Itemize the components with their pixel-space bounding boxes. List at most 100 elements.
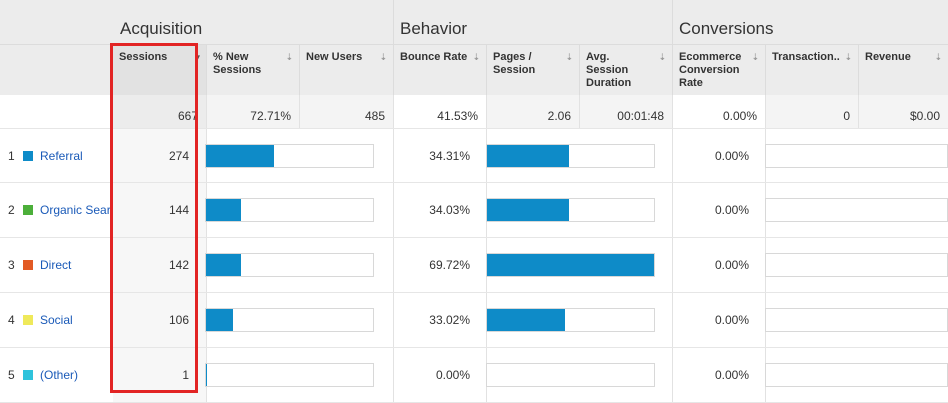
revenue-column-header[interactable]: Revenue ⇣: [858, 45, 948, 95]
total-new-users: 485: [299, 95, 393, 128]
new-users-header-label: New Users: [306, 51, 363, 63]
pages-per-session-bar-fill: [487, 308, 566, 331]
channel-link[interactable]: Organic Search: [40, 202, 111, 217]
new-sessions-bar-fill: [206, 363, 207, 386]
sessions-value: 1: [182, 367, 189, 382]
pages-per-session-bar: [486, 252, 655, 277]
pages-per-session-bar: [486, 362, 655, 387]
column-divider: [393, 128, 394, 403]
acquisition-group-header: Acquisition: [113, 0, 393, 45]
sort-arrow-icon: ⇣: [751, 52, 759, 62]
ecommerce-conversion-rate-column-header[interactable]: Ecommerce Conversion Rate ⇣: [672, 45, 765, 95]
sort-arrow-icon: ⇣: [472, 52, 480, 62]
row-divider: [0, 292, 948, 293]
dimension-header: [0, 45, 113, 95]
row-divider: [0, 237, 948, 238]
total-pages-per-session: 2.06: [486, 95, 579, 128]
conversion-rate-value: 0.00%: [714, 257, 749, 272]
sessions-column-highlight: [110, 43, 198, 393]
channel-color-swatch: [23, 204, 33, 215]
pages-per-session-bar-fill: [487, 253, 654, 276]
sort-arrow-icon: ⇣: [844, 52, 852, 62]
pages-per-session-bar: [486, 143, 655, 168]
total-transactions: 0: [765, 95, 858, 128]
new-sessions-bar-fill: [206, 308, 233, 331]
new-sessions-bar: [205, 197, 374, 222]
bounce-rate-value: 34.31%: [429, 148, 470, 163]
sort-arrow-icon: ⇣: [565, 52, 573, 62]
transactions-bar: [765, 252, 948, 277]
sessions-value: 142: [168, 257, 189, 272]
channel-color-swatch: [23, 369, 33, 380]
behavior-group-title: Behavior: [400, 19, 468, 38]
total-revenue: $0.00: [858, 95, 948, 128]
row-index: 4: [8, 312, 15, 327]
bounce-rate-column-header[interactable]: Bounce Rate ⇣: [393, 45, 486, 95]
bounce-rate-value: 34.03%: [429, 202, 470, 217]
conversion-rate-value: 0.00%: [714, 148, 749, 163]
pages-per-session-bar: [486, 307, 655, 332]
pages-per-session-bar-fill: [487, 198, 569, 221]
row-index: 1: [8, 148, 15, 163]
pages-per-session-column-header[interactable]: Pages / Session ⇣: [486, 45, 579, 95]
conversion-rate-value: 0.00%: [714, 312, 749, 327]
total-sessions: 667: [113, 95, 206, 128]
bounce-rate-value: 33.02%: [429, 312, 470, 327]
pct-new-sessions-header-label: % New Sessions: [213, 51, 262, 76]
sort-arrow-icon: ⇣: [934, 52, 942, 62]
bounce-rate-header-label: Bounce Rate: [400, 51, 468, 63]
transactions-bar: [765, 362, 948, 387]
sessions-value: 106: [168, 312, 189, 327]
transactions-bar: [765, 197, 948, 222]
sort-arrow-icon: ⇣: [658, 52, 666, 62]
channel-link[interactable]: (Other): [40, 367, 79, 382]
pages-per-session-bar-fill: [487, 144, 569, 167]
sort-arrow-icon: ⇣: [379, 52, 387, 62]
conversions-group-header: Conversions: [672, 0, 948, 45]
header-spacer: [0, 0, 113, 45]
revenue-header-label: Revenue: [865, 51, 911, 63]
row-index: 3: [8, 257, 15, 272]
new-users-column-header[interactable]: New Users ⇣: [299, 45, 393, 95]
transactions-column-header[interactable]: Transaction.. ⇣: [765, 45, 858, 95]
sessions-value: 274: [168, 148, 189, 163]
pct-new-sessions-column-header[interactable]: % New Sessions ⇣: [206, 45, 299, 95]
acquisition-group-title: Acquisition: [120, 19, 203, 38]
pages-per-session-bar: [486, 197, 655, 222]
avg-session-duration-column-header[interactable]: Avg. Session Duration ⇣: [579, 45, 672, 95]
behavior-group-header: Behavior: [393, 0, 672, 45]
conversion-rate-value: 0.00%: [714, 367, 749, 382]
ecommerce-conversion-rate-header-label: Ecommerce Conversion Rate: [679, 51, 742, 89]
channel-link[interactable]: Direct: [40, 257, 72, 272]
bounce-rate-value: 0.00%: [435, 367, 470, 382]
new-sessions-bar: [205, 252, 374, 277]
conversions-group-title: Conversions: [679, 19, 774, 38]
new-sessions-bar-fill: [206, 198, 242, 221]
sessions-header-label: Sessions: [119, 51, 168, 63]
channel-link[interactable]: Referral: [40, 148, 83, 163]
bounce-rate-value: 69.72%: [429, 257, 470, 272]
row-divider: [0, 347, 948, 348]
row-index: 2: [8, 202, 15, 217]
avg-session-duration-header-label: Avg. Session Duration: [586, 51, 632, 89]
pages-per-session-header-label: Pages / Session: [493, 51, 536, 76]
column-divider: [672, 128, 673, 403]
sessions-value: 144: [168, 202, 189, 217]
total-avg-session-duration: 00:01:48: [579, 95, 672, 128]
row-divider: [0, 182, 948, 183]
channel-color-swatch: [23, 314, 33, 325]
sessions-column-header[interactable]: Sessions ▾: [113, 45, 206, 95]
row-index: 5: [8, 367, 15, 382]
transactions-header-label: Transaction..: [772, 51, 840, 63]
new-sessions-bar: [205, 307, 374, 332]
new-sessions-bar-fill: [206, 144, 275, 167]
new-sessions-bar: [205, 143, 374, 168]
transactions-bar: [765, 143, 948, 168]
sort-arrow-icon: ⇣: [285, 52, 293, 62]
total-bounce-rate: 41.53%: [393, 95, 486, 128]
channel-link[interactable]: Social: [40, 312, 73, 327]
total-ecommerce-conversion-rate: 0.00%: [672, 95, 765, 128]
conversion-rate-value: 0.00%: [714, 202, 749, 217]
transactions-bar: [765, 307, 948, 332]
total-pct-new-sessions: 72.71%: [206, 95, 299, 128]
